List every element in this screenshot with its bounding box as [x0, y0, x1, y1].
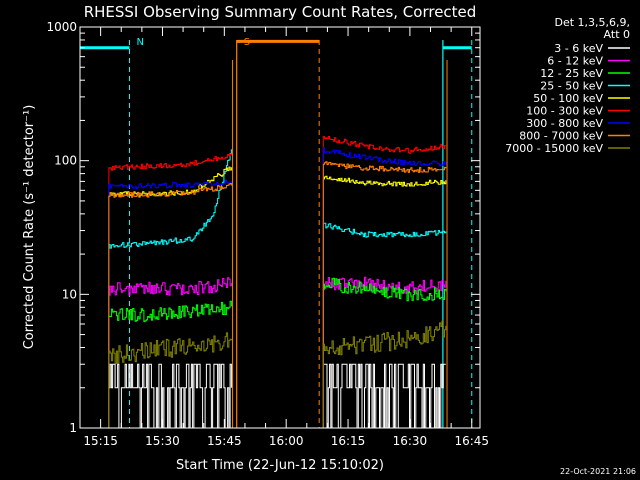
legend-header-detectors: Det 1,3,5,6,9,: [554, 16, 630, 29]
series-line-segment: [322, 136, 447, 428]
x-tick-label: 16:00: [269, 434, 304, 448]
marker-label: N: [136, 37, 143, 48]
legend-label: 3 - 6 keV: [554, 42, 603, 55]
series-7000-15000-keV-kev: [108, 320, 447, 428]
generation-timestamp: 22-Oct-2021 21:06: [560, 467, 636, 476]
x-tick-label: 16:30: [393, 434, 428, 448]
series-line-segment: [322, 147, 447, 428]
x-tick-label: 16:45: [454, 434, 489, 448]
series-line-segment: [108, 149, 232, 428]
series-line-segment: [108, 300, 232, 428]
x-tick-label: 15:30: [145, 434, 180, 448]
series-50-100-keV-kev: [108, 166, 447, 428]
x-tick-label: 16:15: [331, 434, 366, 448]
legend-label: 100 - 300 keV: [526, 105, 603, 118]
plot-content: [80, 39, 473, 428]
series-line-segment: [322, 175, 447, 428]
legend-label: 7000 - 15000 keV: [505, 142, 603, 155]
legend-label: 12 - 25 keV: [540, 67, 603, 80]
y-tick-label: 1: [69, 421, 77, 435]
series-line-segment: [322, 276, 447, 428]
chart-title: RHESSI Observing Summary Count Rates, Co…: [84, 3, 477, 21]
series-12-25-keV-kev: [108, 277, 447, 428]
series-line-segment: [108, 277, 232, 428]
legend-label: 300 - 800 keV: [526, 117, 603, 130]
series-line-segment: [108, 179, 232, 428]
series-800-7000-keV-kev: [108, 161, 447, 428]
legend-label: 25 - 50 keV: [540, 80, 603, 93]
legend-label: 6 - 12 keV: [547, 55, 603, 68]
y-axis-label: Corrected Count Rate (s⁻¹ detector⁻¹): [22, 105, 37, 350]
series-3-6-keV-kev: [108, 363, 446, 428]
series-6-12-keV-kev: [108, 276, 447, 428]
plot-frame: [79, 26, 481, 429]
series-100-300-keV-kev: [108, 136, 447, 428]
series-line-segment: [322, 320, 447, 428]
legend-label: 800 - 7000 keV: [519, 130, 603, 143]
series-line-segment: [322, 161, 447, 428]
axes: 1 10 100 1000 15:15 15:30 15:45 16:00 16:15 16:30…: [46, 20, 489, 448]
x-tick-label: 15:45: [207, 434, 242, 448]
legend-label: 50 - 100 keV: [533, 92, 603, 105]
series-line-segment: [108, 363, 232, 428]
series-line-segment: [322, 222, 447, 428]
series-line-segment: [322, 363, 446, 428]
series-line-segment: [108, 183, 232, 428]
x-axis-label: Start Time (22-Jun-12 15:10:02): [176, 458, 384, 473]
y-tick-label: 100: [54, 154, 77, 168]
series-line-segment: [108, 153, 232, 428]
series-line-segment: [108, 332, 232, 428]
x-tick-label: 15:15: [83, 434, 118, 448]
legend-header-attenuator: Att 0: [604, 28, 630, 41]
series-line-segment: [322, 277, 447, 428]
y-tick-label: 1000: [46, 20, 77, 34]
y-tick-label: 10: [62, 287, 77, 301]
series-25-50-keV-kev: [108, 149, 447, 428]
marker-label: S: [244, 37, 250, 48]
series-300-800-keV-kev: [108, 147, 447, 428]
